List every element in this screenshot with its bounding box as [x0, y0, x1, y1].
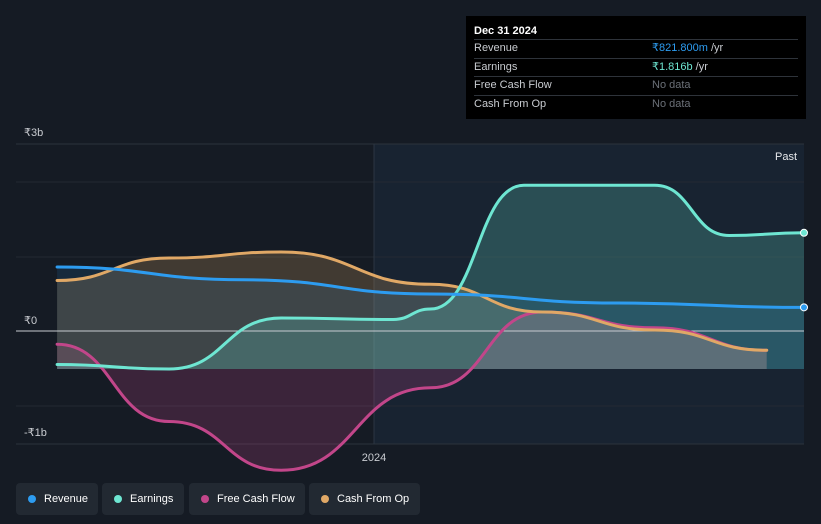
- tooltip-label: Free Cash Flow: [474, 79, 552, 91]
- tooltip-value-cash-from-op: No data: [652, 97, 691, 110]
- legend-dot-icon: [114, 495, 122, 503]
- tooltip-label: Revenue: [474, 42, 519, 54]
- legend-item-free-cash-flow[interactable]: Free Cash Flow: [189, 483, 305, 515]
- legend-item-earnings[interactable]: Earnings: [102, 483, 184, 515]
- tooltip-value-free-cash-flow: No data: [652, 79, 691, 91]
- y-tick-label-0: ₹0: [24, 315, 37, 327]
- tooltip-row-free-cash-flow: Free Cash Flow No data: [474, 76, 798, 95]
- line-earnings: [55, 183, 806, 371]
- tooltip-date: Dec 31 2024: [474, 25, 537, 37]
- legend-dot-icon: [201, 495, 209, 503]
- tooltip-value-revenue: ₹821.800m: [652, 42, 708, 54]
- series-lines: [55, 183, 806, 472]
- legend-label: Free Cash Flow: [217, 493, 295, 505]
- tooltip-row-revenue: Revenue ₹821.800m/yr: [474, 39, 798, 58]
- tooltip: Dec 31 2024 Revenue ₹821.800m/yr Earning…: [466, 16, 806, 119]
- legend-item-cash-from-op[interactable]: Cash From Op: [309, 483, 420, 515]
- area-revenue: [57, 267, 805, 369]
- end-point-earnings: [800, 228, 808, 237]
- legend-dot-icon: [321, 495, 329, 503]
- y-tick-label-minus-1b: -₹1b: [24, 427, 47, 439]
- line-free-cash-flow: [55, 310, 769, 472]
- legend-item-revenue[interactable]: Revenue: [16, 483, 98, 515]
- area-free-cash-flow: [57, 312, 767, 471]
- legend-label: Cash From Op: [337, 493, 410, 505]
- tooltip-unit: /yr: [695, 60, 708, 73]
- legend-label: Revenue: [44, 493, 89, 505]
- tooltip-label: Cash From Op: [474, 97, 547, 110]
- tooltip-value-earnings: ₹1.816b: [652, 60, 693, 73]
- past-label: Past: [775, 151, 797, 163]
- legend-dot-icon: [28, 495, 36, 503]
- tooltip-row-cash-from-op: Cash From Op No data: [474, 94, 798, 114]
- end-point-revenue: [800, 303, 808, 312]
- line-revenue: [55, 265, 806, 309]
- y-tick-label-3b: ₹3b: [24, 127, 43, 139]
- end-markers: [800, 228, 808, 312]
- tooltip-unit: /yr: [710, 42, 724, 54]
- tooltip-label: Earnings: [474, 60, 518, 73]
- tooltip-row-earnings: Earnings ₹1.816b/yr: [474, 57, 798, 77]
- legend-label: Earnings: [130, 493, 174, 505]
- x-tick-label-2024: 2024: [362, 452, 386, 464]
- line-cash-from-op: [55, 250, 769, 352]
